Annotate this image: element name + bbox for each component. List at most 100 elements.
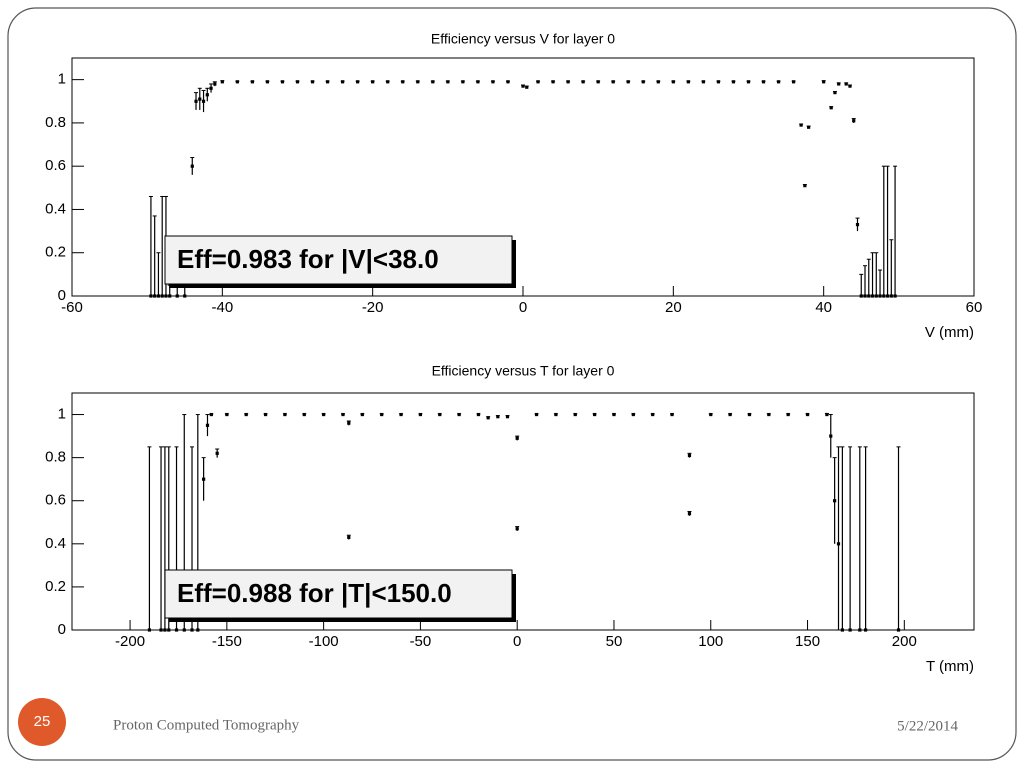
y-tick-label: 0 <box>58 621 66 638</box>
marker <box>167 628 171 632</box>
plot-frame <box>71 392 975 631</box>
marker <box>566 80 570 84</box>
marker <box>486 416 490 420</box>
marker <box>687 512 692 516</box>
marker <box>803 184 807 188</box>
marker <box>183 294 187 298</box>
marker <box>573 412 577 417</box>
marker <box>833 499 837 503</box>
marker <box>626 80 630 84</box>
x-tick-label: -100 <box>309 633 339 650</box>
marker <box>807 125 811 129</box>
marker <box>209 412 213 417</box>
y-tick-label: 0.4 <box>45 535 66 552</box>
marker <box>593 412 597 417</box>
x-tick-label: -50 <box>410 633 432 650</box>
marker <box>534 412 539 417</box>
marker <box>341 80 345 84</box>
marker <box>825 412 829 417</box>
marker <box>656 80 660 84</box>
marker <box>168 294 172 298</box>
y-tick-label: 0.6 <box>45 157 66 174</box>
marker <box>731 80 736 84</box>
marker <box>864 628 868 632</box>
marker <box>805 412 810 417</box>
footer: Proton Computed Tomography <box>113 717 300 733</box>
marker <box>701 80 705 84</box>
marker <box>325 80 330 84</box>
annotation: Eff=0.983 for |V|<38.0 <box>177 244 439 274</box>
marker <box>360 412 364 417</box>
marker <box>878 294 882 298</box>
marker <box>863 294 867 298</box>
marker <box>612 412 616 417</box>
annotation-box <box>164 235 513 285</box>
marker <box>371 80 375 84</box>
marker <box>476 80 480 84</box>
marker <box>190 628 194 632</box>
marker <box>209 86 213 90</box>
marker <box>418 412 423 417</box>
marker <box>310 80 315 84</box>
x-tick-label: 50 <box>606 633 623 650</box>
marker <box>641 80 645 84</box>
marker <box>747 412 752 417</box>
marker <box>198 97 202 101</box>
marker <box>431 80 435 84</box>
marker <box>848 84 852 88</box>
x-tick-label: 200 <box>892 633 917 650</box>
marker <box>631 412 635 417</box>
marker <box>687 453 692 458</box>
x-axis-label: V (mm) <box>925 324 974 341</box>
marker <box>848 628 852 632</box>
marker <box>833 91 837 95</box>
marker <box>153 294 157 298</box>
marker <box>611 80 615 84</box>
x-tick-label: 20 <box>665 299 682 316</box>
marker <box>829 106 833 110</box>
marker <box>799 123 803 127</box>
marker <box>225 412 229 417</box>
marker <box>746 80 751 84</box>
marker <box>885 294 890 298</box>
marker <box>263 412 268 417</box>
marker <box>457 412 461 417</box>
y-tick-label: 1 <box>58 406 66 423</box>
marker <box>837 82 841 86</box>
marker <box>686 80 690 84</box>
x-tick-label: -40 <box>211 299 233 316</box>
marker <box>709 412 713 417</box>
chart-title: Efficiency versus T for layer 0 <box>432 363 615 379</box>
marker <box>160 294 164 298</box>
marker <box>505 415 510 419</box>
marker <box>250 80 254 84</box>
marker <box>716 80 721 84</box>
marker <box>506 80 510 84</box>
marker <box>840 628 844 632</box>
marker <box>244 412 248 417</box>
y-tick-label: 0 <box>58 287 66 304</box>
y-tick-label: 0.4 <box>45 200 66 217</box>
chart-title: Efficiency versus V for layer 0 <box>431 31 615 47</box>
marker <box>859 294 863 298</box>
marker <box>581 80 585 84</box>
marker <box>265 80 270 84</box>
marker <box>651 412 655 417</box>
marker <box>870 294 875 298</box>
marker <box>491 80 495 84</box>
x-tick-label: 60 <box>966 299 983 316</box>
marker <box>776 80 781 84</box>
marker <box>671 80 675 84</box>
marker <box>201 99 206 103</box>
marker <box>159 628 163 632</box>
marker <box>525 85 529 89</box>
y-tick-label: 1 <box>58 71 66 88</box>
marker <box>792 80 796 84</box>
marker <box>829 434 833 438</box>
marker <box>347 421 351 425</box>
marker <box>438 412 442 417</box>
marker <box>380 412 384 417</box>
marker <box>551 80 555 84</box>
marker <box>896 628 901 632</box>
